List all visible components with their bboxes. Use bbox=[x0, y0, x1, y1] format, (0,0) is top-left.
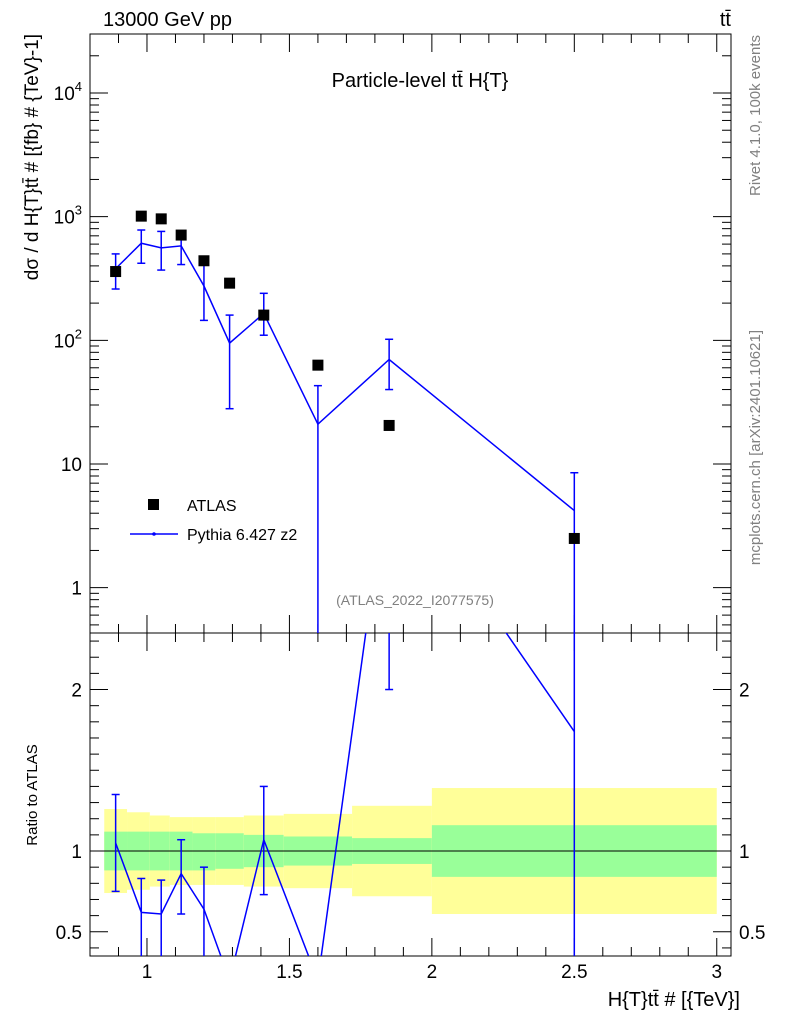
legend-label-pythia: Pythia 6.427 z2 bbox=[187, 527, 297, 544]
atlas-data-point bbox=[312, 359, 324, 371]
legend-marker-atlas bbox=[148, 499, 159, 510]
side-label-top: Rivet 4.1.0, 100k events bbox=[747, 35, 764, 196]
atlas-data-point bbox=[198, 255, 210, 267]
mc-line bbox=[115, 242, 575, 512]
y-tick-label: 103 bbox=[54, 203, 82, 229]
mc-series-ratio bbox=[111, 633, 576, 956]
atlas-data-point bbox=[175, 229, 187, 241]
y-tick-label: 10 bbox=[61, 455, 82, 476]
atlas-data-point bbox=[383, 419, 395, 431]
chart-title: Particle-level tt̄ H{T} bbox=[332, 70, 509, 92]
atlas-data-point bbox=[258, 309, 270, 321]
mc-series-main bbox=[111, 229, 579, 633]
header-right: tt̄ bbox=[720, 9, 732, 31]
legend: ATLAS Pythia 6.427 z2 bbox=[130, 498, 297, 544]
inner-band bbox=[192, 833, 216, 871]
y-tick-label: 1 bbox=[71, 579, 82, 600]
atlas-data-point bbox=[135, 210, 147, 222]
analysis-tag: (ATLAS_2022_I2077575) bbox=[336, 592, 494, 608]
y-tick-label: 102 bbox=[54, 326, 82, 352]
x-axis-label: H{T}tt̄ # [{TeV}] bbox=[608, 989, 740, 1011]
x-tick-label: 3 bbox=[711, 962, 722, 983]
y-axis-label-ratio: Ratio to ATLAS bbox=[24, 744, 41, 845]
ratio-tick-label-right: 1 bbox=[739, 842, 750, 863]
atlas-data-point bbox=[224, 277, 236, 289]
data-series-main bbox=[110, 210, 580, 544]
side-label-bottom: mcplots.cern.ch [arXiv:2401.10621] bbox=[747, 330, 764, 565]
header-left: 13000 GeV pp bbox=[103, 9, 232, 31]
y-tick-label: 104 bbox=[54, 79, 82, 105]
ratio-tick-label-right: 0.5 bbox=[739, 923, 765, 944]
y-axis-label-main: dσ / d H{T}tt̄ # [{fb} # {TeV}-1] bbox=[22, 34, 43, 280]
ratio-panel-frame bbox=[89, 632, 732, 957]
x-tick-label: 2 bbox=[427, 962, 438, 983]
ratio-tick-label-left: 1 bbox=[71, 842, 82, 863]
ratio-tick-label-left: 0.5 bbox=[56, 923, 82, 944]
ratio-tick-label-right: 2 bbox=[739, 681, 750, 702]
legend-label-atlas: ATLAS bbox=[187, 498, 237, 515]
ratio-line bbox=[114, 633, 575, 956]
atlas-data-point bbox=[155, 213, 167, 225]
legend-dot-pythia bbox=[152, 532, 156, 536]
x-tick-label: 2.5 bbox=[561, 962, 587, 983]
atlas-data-point bbox=[568, 532, 580, 544]
x-tick-label: 1.5 bbox=[276, 962, 302, 983]
x-tick-label: 1 bbox=[142, 962, 153, 983]
ratio-tick-label-left: 2 bbox=[71, 681, 82, 702]
atlas-data-point bbox=[110, 266, 122, 278]
